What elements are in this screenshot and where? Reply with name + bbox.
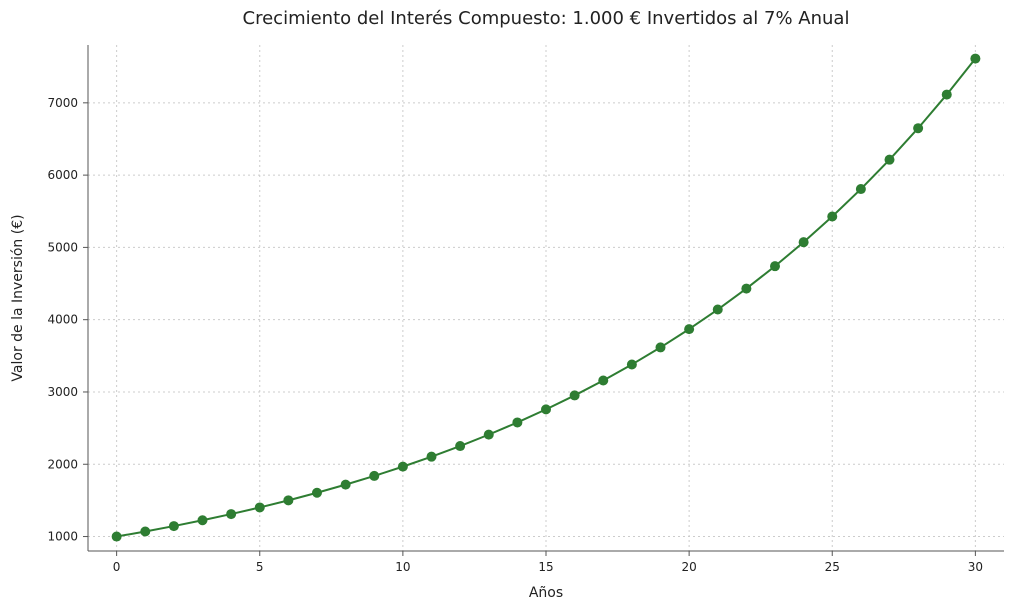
data-point — [169, 521, 179, 531]
data-point — [484, 430, 494, 440]
x-tick-label: 25 — [825, 560, 840, 574]
x-axis-label: Años — [529, 585, 563, 601]
x-tick-label: 20 — [681, 560, 696, 574]
data-point — [140, 526, 150, 536]
y-tick-label: 2000 — [47, 457, 78, 471]
data-point — [970, 54, 980, 64]
data-point — [541, 404, 551, 414]
x-tick-label: 15 — [538, 560, 553, 574]
data-point — [283, 495, 293, 505]
data-point — [427, 452, 437, 462]
data-point — [799, 237, 809, 247]
data-point — [598, 375, 608, 385]
x-tick-label: 10 — [395, 560, 410, 574]
data-point — [827, 212, 837, 222]
y-tick-label: 1000 — [47, 530, 78, 544]
data-point — [455, 441, 465, 451]
x-tick-label: 0 — [113, 560, 121, 574]
data-point — [198, 515, 208, 525]
data-point — [684, 324, 694, 334]
data-point — [512, 417, 522, 427]
data-point — [741, 284, 751, 294]
data-point — [570, 390, 580, 400]
y-tick-label: 5000 — [47, 240, 78, 254]
data-point — [398, 462, 408, 472]
data-point — [627, 360, 637, 370]
y-tick-label: 7000 — [47, 96, 78, 110]
data-point — [369, 471, 379, 481]
data-point — [255, 502, 265, 512]
data-point — [112, 532, 122, 542]
data-point — [341, 480, 351, 490]
data-point — [913, 123, 923, 133]
y-tick-label: 4000 — [47, 313, 78, 327]
x-tick-label: 30 — [968, 560, 983, 574]
data-point — [942, 90, 952, 100]
y-axis-label: Valor de la Inversión (€) — [10, 214, 26, 381]
data-point — [770, 261, 780, 271]
chart-container: 0 5 10 15 20 25 30 1000 2000 3000 4000 5000 6000 7000… — [0, 0, 1024, 611]
data-point — [226, 509, 236, 519]
x-tick-label: 5 — [256, 560, 264, 574]
data-point — [312, 488, 322, 498]
data-point — [656, 342, 666, 352]
data-point — [856, 184, 866, 194]
chart-title: Crecimiento del Interés Compuesto: 1.000… — [243, 8, 850, 29]
compound-interest-chart: 0 5 10 15 20 25 30 1000 2000 3000 4000 5000 6000 7000… — [0, 0, 1024, 611]
data-point — [713, 305, 723, 315]
y-tick-label: 3000 — [47, 385, 78, 399]
data-point — [885, 155, 895, 165]
y-tick-label: 6000 — [47, 168, 78, 182]
